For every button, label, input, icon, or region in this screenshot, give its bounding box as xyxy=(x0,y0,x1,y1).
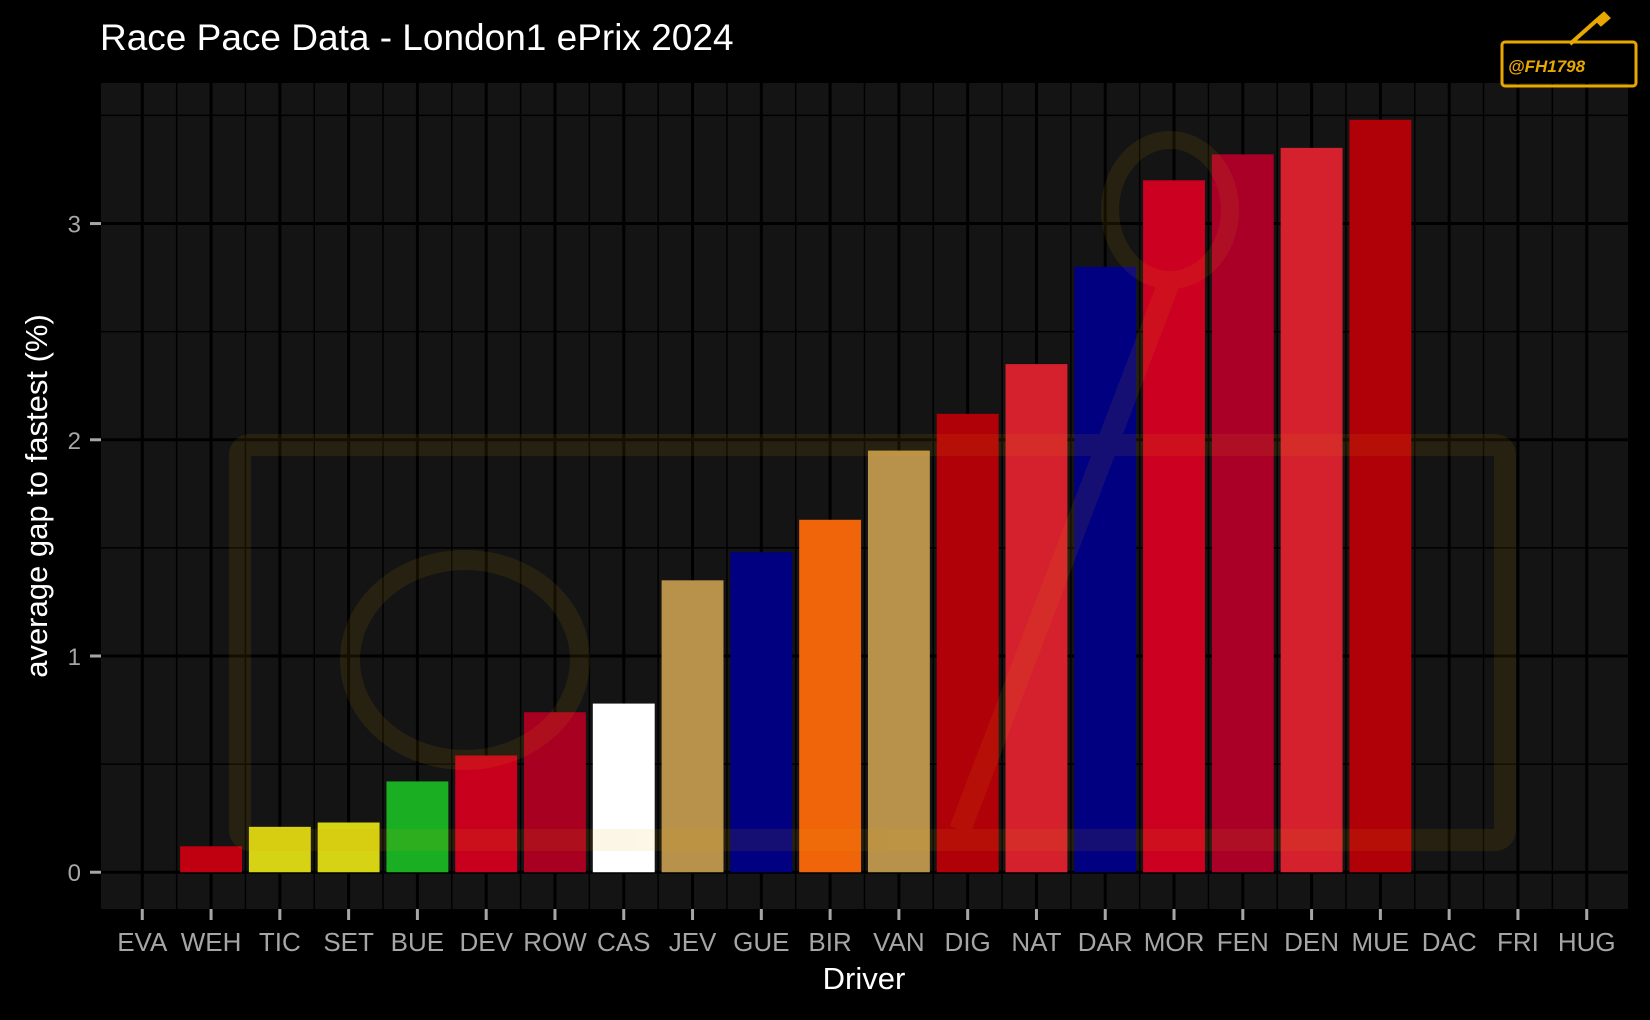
x-tick-label: EVA xyxy=(117,927,168,957)
x-tick-label: HUG xyxy=(1558,927,1616,957)
x-tick-label: VAN xyxy=(873,927,925,957)
x-tick-label: DEV xyxy=(459,927,513,957)
watermark-logo: @FH1798 xyxy=(1500,11,1638,88)
bar-tic xyxy=(248,826,311,873)
x-axis-title: Driver xyxy=(823,961,906,996)
bar-cas xyxy=(592,703,655,873)
y-axis-title: average gap to fastest (%) xyxy=(19,314,54,678)
x-tick-label: MUE xyxy=(1351,927,1409,957)
watermark-text: @FH1798 xyxy=(1508,57,1586,76)
axes: 0 1 2 3 EVA WEH TIC SET BUE DEV ROW CAS JEV GUE BIR VAN… xyxy=(68,212,1616,957)
x-tick-label: BUE xyxy=(391,927,444,957)
bar-fen xyxy=(1211,154,1274,873)
x-tick-label: JEV xyxy=(669,927,717,957)
bar-dev xyxy=(455,755,518,873)
x-tick-label: WEH xyxy=(181,927,242,957)
x-tick-label: DEN xyxy=(1284,927,1339,957)
bar-jev xyxy=(661,580,724,873)
chart-title: Race Pace Data - London1 ePrix 2024 xyxy=(100,17,734,58)
x-tick-label: ROW xyxy=(523,927,587,957)
x-tick-label: BIR xyxy=(808,927,851,957)
bar-dar xyxy=(1074,266,1137,873)
x-tick-label: SET xyxy=(323,927,374,957)
y-tick-label: 1 xyxy=(68,644,81,671)
bar-bue xyxy=(386,781,449,873)
x-tick-label: CAS xyxy=(597,927,650,957)
x-tick-label: GUE xyxy=(733,927,789,957)
bars xyxy=(180,119,1412,873)
x-tick-label: DAR xyxy=(1078,927,1133,957)
x-tick-label: FEN xyxy=(1217,927,1269,957)
y-tick-label: 0 xyxy=(68,860,81,887)
x-tick-label: MOR xyxy=(1144,927,1205,957)
x-tick-label: NAT xyxy=(1011,927,1061,957)
bar-dig xyxy=(936,413,999,873)
x-tick-label: FRI xyxy=(1497,927,1539,957)
pen-icon xyxy=(1568,11,1611,46)
x-tick-label: TIC xyxy=(259,927,301,957)
bar-set xyxy=(317,822,380,873)
y-tick-label: 2 xyxy=(68,428,81,455)
x-tick-label: DAC xyxy=(1422,927,1477,957)
watermark-background xyxy=(229,131,1516,851)
bar-bir xyxy=(799,519,862,873)
bar-weh xyxy=(180,846,243,873)
x-tick-label: DIG xyxy=(945,927,991,957)
bar-den xyxy=(1280,147,1343,873)
bar-mor xyxy=(1143,180,1205,873)
bar-nat xyxy=(1005,364,1068,873)
bar-gue xyxy=(730,552,793,873)
bar-mue xyxy=(1349,119,1412,873)
bar-row xyxy=(524,712,586,873)
y-tick-label: 3 xyxy=(68,212,81,239)
bar-van xyxy=(867,450,930,873)
